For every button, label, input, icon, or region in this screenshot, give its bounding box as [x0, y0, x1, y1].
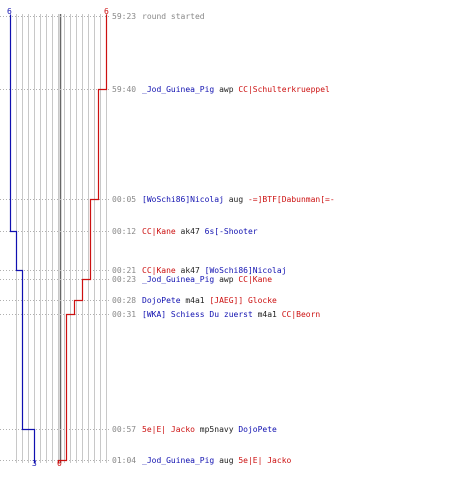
- player-name: [WoSchi86]Nicolaj: [204, 266, 287, 275]
- event-text: CC|Kane ak47 [WoSchi86]Nicolaj: [142, 266, 287, 275]
- event-time: 00:31: [112, 310, 137, 319]
- player-name: _Jod_Guinea_Pig: [142, 456, 215, 465]
- red-team-line: [57, 14, 108, 464]
- event-time: 01:04: [112, 456, 137, 465]
- player-name: 6s[-Shooter: [204, 227, 258, 236]
- red-top-count: 6: [104, 7, 109, 16]
- player-name: CC|Kane: [238, 275, 273, 284]
- player-name: DojoPete: [238, 425, 277, 434]
- weapon-name: ak47: [175, 266, 205, 275]
- player-name: _Jod_Guinea_Pig: [142, 85, 215, 94]
- event-text: DojoPete m4a1 [JAEG]] Glocke: [142, 296, 277, 305]
- player-name: CC|Beorn: [281, 310, 321, 319]
- event-text: _Jod_Guinea_Pig awp CC|Kane: [142, 275, 272, 284]
- event-time: 00:12: [112, 227, 137, 236]
- weapon-name: awp: [214, 85, 239, 94]
- blue-top-count: 6: [7, 7, 12, 16]
- event-text: _Jod_Guinea_Pig aug 5e|E| Jacko: [142, 456, 291, 465]
- player-name: -=]BTF[Dabunman[=-: [247, 195, 335, 204]
- event-time: 59:23: [112, 12, 137, 21]
- event-text: [WoSchi86]Nicolaj aug -=]BTF[Dabunman[=-: [142, 195, 335, 204]
- weapon-name: awp: [214, 275, 239, 284]
- blue-team-line: [9, 14, 36, 464]
- weapon-name: ak47: [175, 227, 205, 236]
- event-time: 00:21: [112, 266, 137, 275]
- player-name: 5e|E| Jacko: [238, 456, 292, 465]
- event-time: 59:40: [112, 85, 137, 94]
- event-time: 00:57: [112, 425, 137, 434]
- weapon-name: m4a1: [180, 296, 210, 305]
- player-name: [WoSchi86]Nicolaj: [142, 195, 224, 204]
- player-name: DojoPete: [142, 296, 181, 305]
- player-name: CC|Schulterkrueppel: [238, 85, 330, 94]
- player-name: CC|Kane: [142, 227, 176, 236]
- player-name: [JAEG]] Glocke: [209, 296, 277, 305]
- event-message: round started: [142, 12, 205, 21]
- red-bottom-count: 0: [57, 459, 62, 468]
- weapon-name: mp5navy: [194, 425, 239, 434]
- player-name: 5e|E| Jacko: [142, 425, 195, 434]
- event-text: [WKA] Schiess Du zuerst m4a1 CC|Beorn: [142, 310, 320, 319]
- weapon-name: aug: [214, 456, 239, 465]
- event-time: 00:05: [112, 195, 137, 204]
- event-time: 00:23: [112, 275, 137, 284]
- event-text: _Jod_Guinea_Pig awp CC|Schulterkrueppel: [142, 85, 330, 94]
- player-name: CC|Kane: [142, 266, 176, 275]
- event-text: round started: [142, 12, 205, 21]
- player-name: _Jod_Guinea_Pig: [142, 275, 215, 284]
- event-time: 00:28: [112, 296, 137, 305]
- event-text: 5e|E| Jacko mp5navy DojoPete: [142, 425, 277, 434]
- event-text: CC|Kane ak47 6s[-Shooter: [142, 227, 258, 236]
- player-name: [WKA] Schiess Du zuerst: [142, 310, 253, 319]
- weapon-name: aug: [223, 195, 248, 204]
- blue-bottom-count: 3: [32, 459, 37, 468]
- weapon-name: m4a1: [252, 310, 282, 319]
